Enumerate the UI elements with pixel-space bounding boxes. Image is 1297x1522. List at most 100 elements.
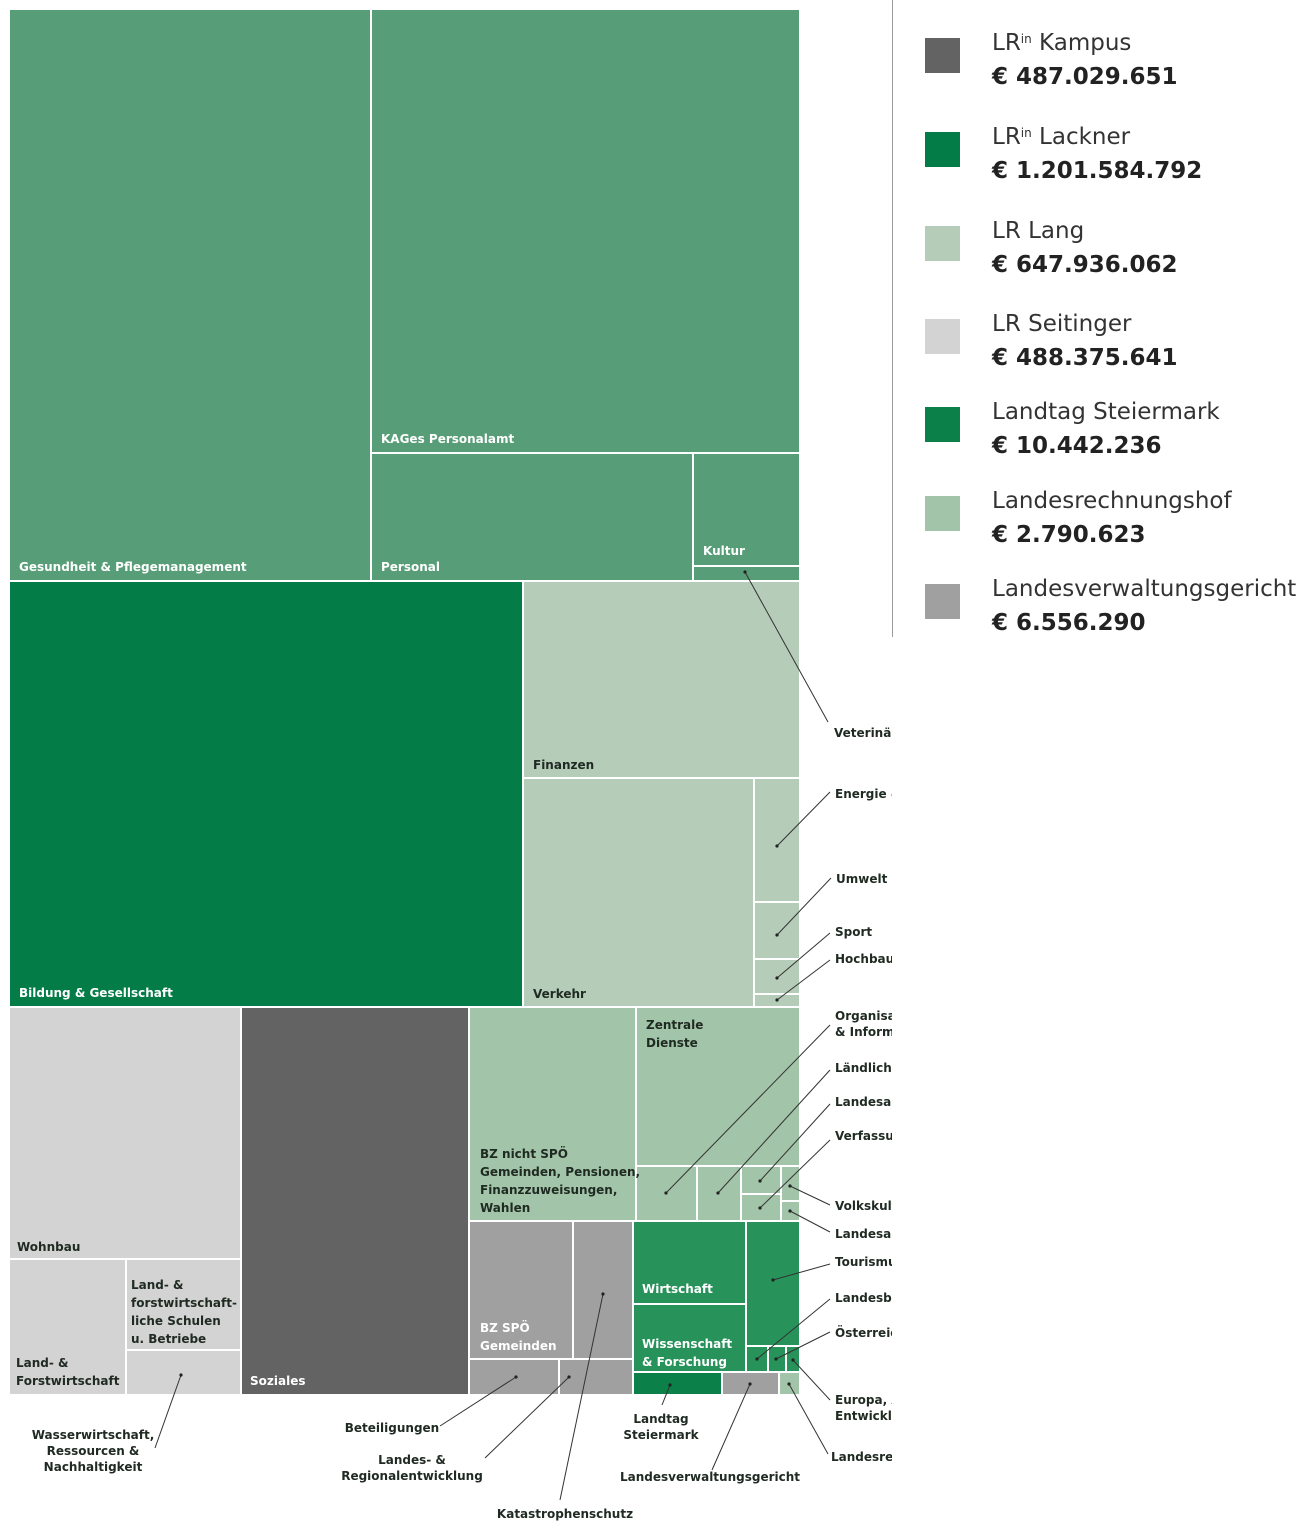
callout-line-umwelt <box>776 877 832 936</box>
callout-label-regional: Landes- & Regionalentwicklung <box>341 1453 483 1483</box>
cell-label-landforst: Land- & Forstwirtschaft <box>16 1356 120 1388</box>
cell-label-verkehr: Verkehr <box>533 987 586 1001</box>
legend-swatch <box>925 226 960 261</box>
treemap-cell-beteiligungen <box>470 1360 558 1394</box>
callout-label-line: Ländlicher Wegebau <box>835 1061 892 1075</box>
callout-label-organisation: Organisation & Informationstechnik <box>835 1009 892 1039</box>
treemap-cell-schulen <box>127 1260 240 1349</box>
treemap-cell-bznicht <box>470 1008 635 1220</box>
callout-label-line: Europa, Außenbeziehungen, <box>835 1393 892 1407</box>
legend-swatch <box>925 584 960 619</box>
treemap-cell-verkehr <box>524 779 753 1006</box>
callout-dot-lvwg <box>748 1382 752 1386</box>
cell-label-wohnbau: Wohnbau <box>17 1240 80 1254</box>
legend-name-main: Landesverwaltungsgericht <box>992 576 1297 602</box>
callout-dot-volkskultur <box>788 1184 792 1188</box>
callout-label-line: Organisation <box>835 1009 892 1023</box>
legend-value: € 2.790.623 <box>992 522 1146 548</box>
callout-dot-lrh <box>787 1382 791 1386</box>
cell-label-line: Wahlen <box>480 1201 530 1215</box>
cell-label-line: Gesundheit & Pflegemanagement <box>19 560 247 574</box>
callout-label-line: Landes- & <box>378 1453 446 1467</box>
treemap-cell-kultur <box>694 454 799 565</box>
callout-line-lrh <box>788 1383 829 1455</box>
legend-value: € 647.936.062 <box>992 252 1178 278</box>
legend-name: LRin Lackner <box>992 124 1130 150</box>
cell-label-line: liche Schulen <box>131 1314 221 1328</box>
cell-label-line: Land- & <box>131 1278 184 1292</box>
callout-label-hochbau: Hochbau <box>835 952 892 966</box>
callout-line-verfassung <box>759 1139 831 1209</box>
callout-label-landesamt: Landesamtsdirektion <box>835 1095 892 1109</box>
cell-label-finanzen: Finanzen <box>533 758 594 772</box>
callout-label-landtag: Landtag Steiermark <box>623 1412 699 1442</box>
treemap-cell-personal <box>372 454 692 580</box>
legend-name: Landtag Steiermark <box>992 399 1220 425</box>
callout-dot-organisation <box>664 1191 668 1195</box>
legend-item-lrh: Landesrechnungshof € 2.790.623 <box>922 488 1297 558</box>
callout-line-regional <box>484 1376 570 1459</box>
callout-line-tourismus <box>772 1263 831 1281</box>
callout-line-wasser <box>154 1374 182 1449</box>
callout-dot-landesbib <box>755 1357 759 1361</box>
treemap-cell-kages <box>372 10 799 452</box>
callout-line-energie <box>776 791 831 847</box>
legend-item-lang: LR Lang € 647.936.062 <box>922 218 1297 288</box>
legend-value: € 10.442.236 <box>992 433 1162 459</box>
callout-dot-katastrophen <box>601 1292 605 1296</box>
treemap-cell-umwelt <box>755 903 799 958</box>
callout-label-line: Regionalentwicklung <box>341 1469 483 1483</box>
callout-label-line: Landesbibliothek <box>835 1291 892 1305</box>
callout-label-line: Landesarchiv <box>835 1227 892 1241</box>
legend-name-sup: in <box>1020 126 1032 140</box>
callout-label-lvwg: Landesverwaltungsgericht <box>620 1470 800 1484</box>
legend-name-main: LR Lang <box>992 218 1085 244</box>
callout-dot-verfassung <box>758 1206 762 1210</box>
callout-label-line: Hochbau <box>835 952 892 966</box>
callout-label-europa: Europa, Außenbeziehungen, Entwicklungszus… <box>835 1393 892 1423</box>
callout-label-tourismus: Tourismus <box>835 1255 892 1269</box>
treemap-cell-wohnbau <box>10 1008 240 1258</box>
cell-label-line: Wirtschaft <box>642 1282 713 1296</box>
treemap-cell-gesundheit <box>10 10 370 580</box>
treemap-chart: Gesundheit & Pflegemanagement KAGes Perso… <box>10 10 892 1521</box>
callout-label-line: & Informationstechnik <box>835 1025 892 1039</box>
treemap-cell-landforst <box>10 1260 125 1394</box>
callout-dot-oesterreichring <box>774 1357 778 1361</box>
callout-dot-wegebau <box>716 1191 720 1195</box>
cell-label-line: Zentrale <box>646 1018 703 1032</box>
cell-label-line: BZ nicht SPÖ <box>480 1146 568 1161</box>
callout-line-organisation <box>665 1024 831 1194</box>
treemap-cell-energie <box>755 779 799 901</box>
treemap-cell-veterinaer <box>694 567 799 580</box>
callout-dot-umwelt <box>775 933 779 937</box>
callout-line-katastrophen <box>559 1293 604 1501</box>
callout-label-veterinaer: Veterinärwesen <box>834 726 892 740</box>
legend-name: Landesverwaltungsgericht <box>992 576 1296 602</box>
callout-line-sport <box>776 932 831 979</box>
callout-label-line: Ressourcen & <box>47 1444 140 1458</box>
legend-name-main: LR <box>992 124 1021 150</box>
callout-label-line: Verfassung & Inneres <box>835 1129 892 1143</box>
callout-dot-regional <box>567 1375 571 1379</box>
callout-line-oesterreichring <box>775 1331 831 1360</box>
legend-name-rest: Lackner <box>1031 124 1131 150</box>
legend-item-kampus: LRin Kampus € 487.029.651 <box>922 30 1297 100</box>
legend-name-main: LR Seitinger <box>992 311 1132 337</box>
callout-dot-wasser <box>179 1373 183 1377</box>
treemap-cell-katastrophen <box>574 1222 632 1358</box>
callout-label-line: Katastrophenschutz <box>497 1507 633 1521</box>
cell-label-personal: Personal <box>381 560 440 574</box>
legend-divider <box>892 0 893 637</box>
legend-name: LR Lang <box>992 218 1084 244</box>
callout-dot-landtag <box>668 1383 672 1387</box>
cell-label-bzspoe: BZ SPÖ Gemeinden <box>480 1320 557 1353</box>
callout-label-verfassung: Verfassung & Inneres <box>835 1129 892 1143</box>
legend: LRin Kampus € 487.029.651 LRin Lackner € 1.… <box>892 0 1297 640</box>
cell-label-line: Kultur <box>703 544 745 558</box>
callout-label-wasser: Wasserwirtschaft, Ressourcen & Nachhaltigk… <box>32 1428 155 1474</box>
callout-dot-landesarchiv <box>788 1209 792 1213</box>
callout-label-line: Nachhaltigkeit <box>44 1460 143 1474</box>
cell-label-wirtschaft: Wirtschaft <box>642 1282 713 1296</box>
cell-label-line: Gemeinden <box>480 1339 557 1353</box>
